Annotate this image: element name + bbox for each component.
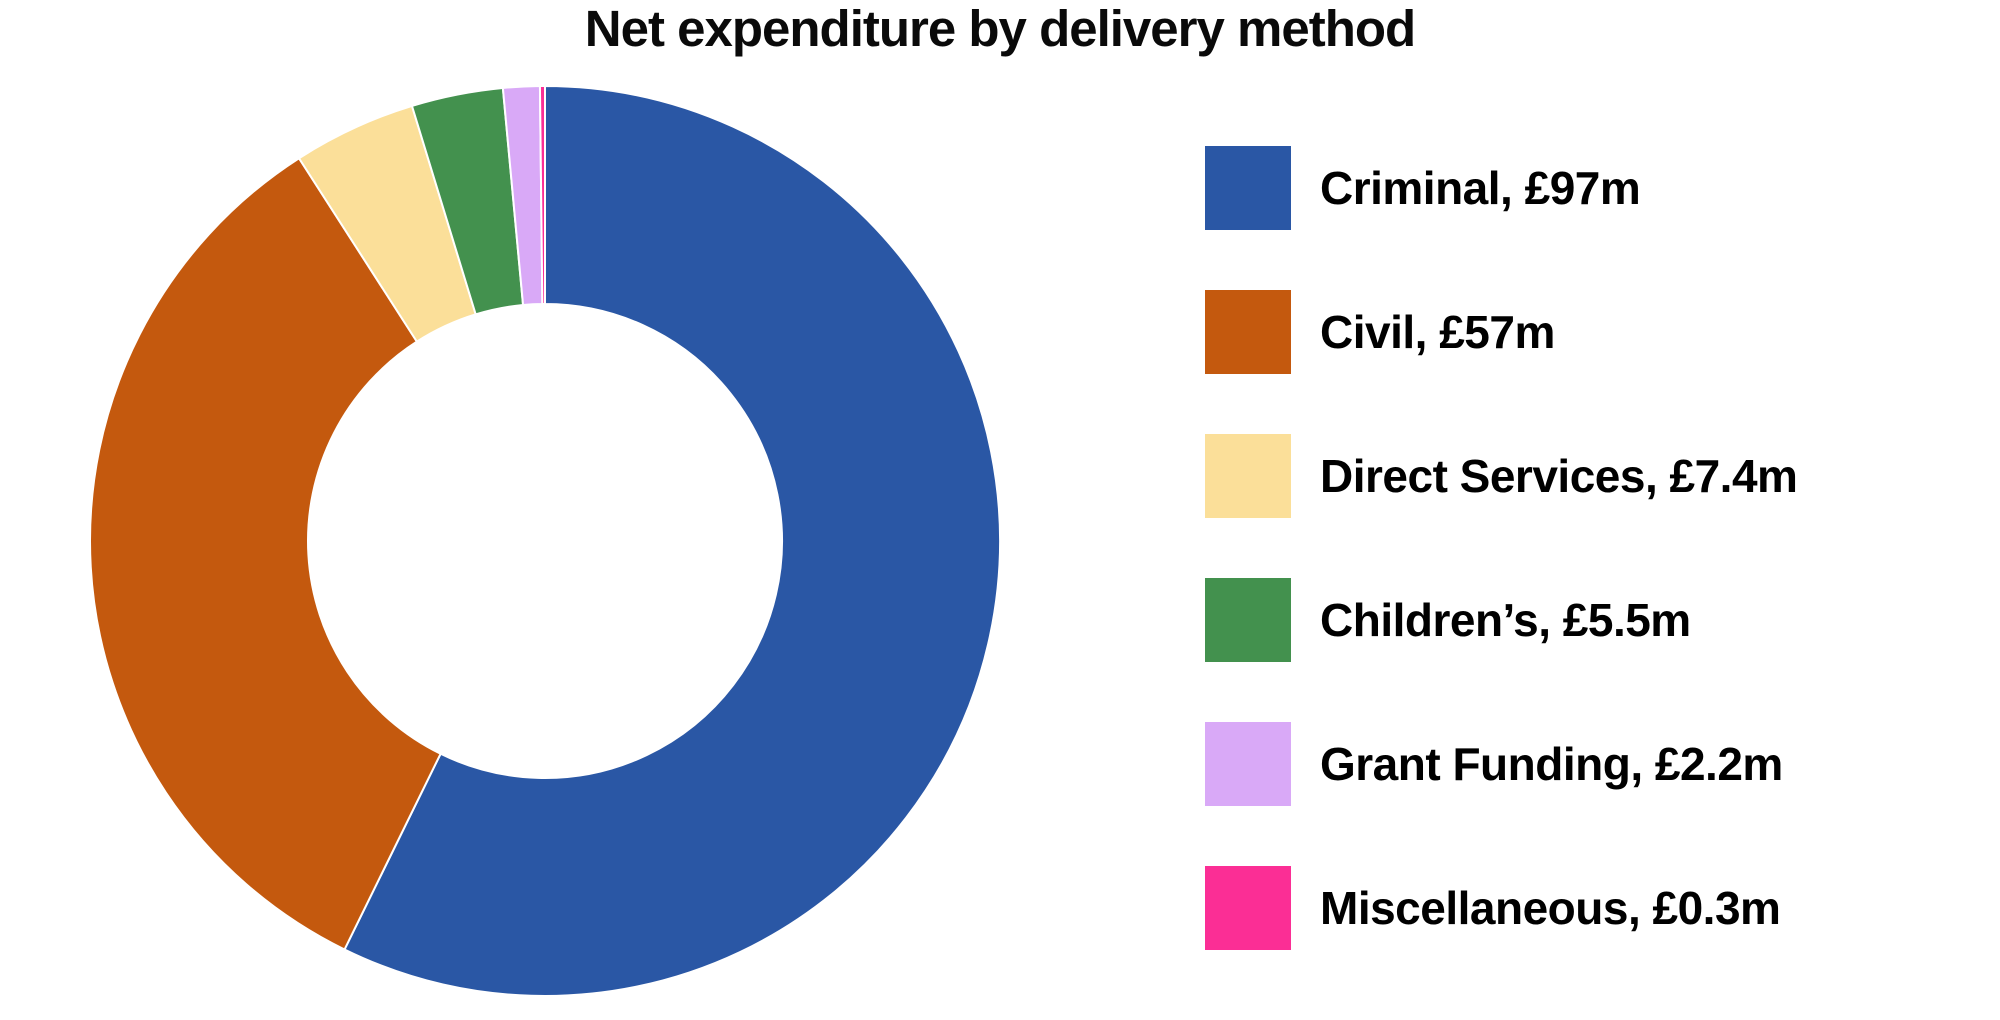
legend-item-civil: Civil, £57m	[1205, 290, 1797, 374]
legend-label: Grant Funding, £2.2m	[1320, 738, 1783, 790]
legend-item-miscellaneous: Miscellaneous, £0.3m	[1205, 866, 1797, 950]
legend-label: Civil, £57m	[1320, 306, 1555, 358]
legend: Criminal, £97m Civil, £57m Direct Servic…	[1205, 146, 1798, 950]
legend-label: Children’s, £5.5m	[1320, 594, 1691, 646]
chart-title: Net expenditure by delivery method	[584, 0, 1416, 57]
donut-segment-miscellaneous	[538, 85, 546, 306]
legend-swatch-criminal	[1205, 146, 1291, 230]
donut-segment-criminal	[343, 85, 1001, 997]
legend-label: Criminal, £97m	[1320, 162, 1641, 214]
legend-swatch-children-s	[1205, 578, 1291, 662]
legend-swatch-direct-services	[1205, 434, 1291, 518]
legend-swatch-civil	[1205, 290, 1291, 374]
legend-swatch-miscellaneous	[1205, 866, 1291, 950]
donut-segment-civil	[89, 157, 442, 951]
legend-item-grant-funding: Grant Funding, £2.2m	[1205, 722, 1797, 806]
legend-item-direct-services: Direct Services, £7.4m	[1205, 434, 1798, 518]
legend-label: Miscellaneous, £0.3m	[1320, 882, 1781, 934]
legend-swatch-grant-funding	[1205, 722, 1291, 806]
donut-chart	[89, 85, 1001, 997]
legend-item-children-s: Children’s, £5.5m	[1205, 578, 1797, 662]
legend-label: Direct Services, £7.4m	[1320, 450, 1798, 502]
legend-item-criminal: Criminal, £97m	[1205, 146, 1797, 230]
